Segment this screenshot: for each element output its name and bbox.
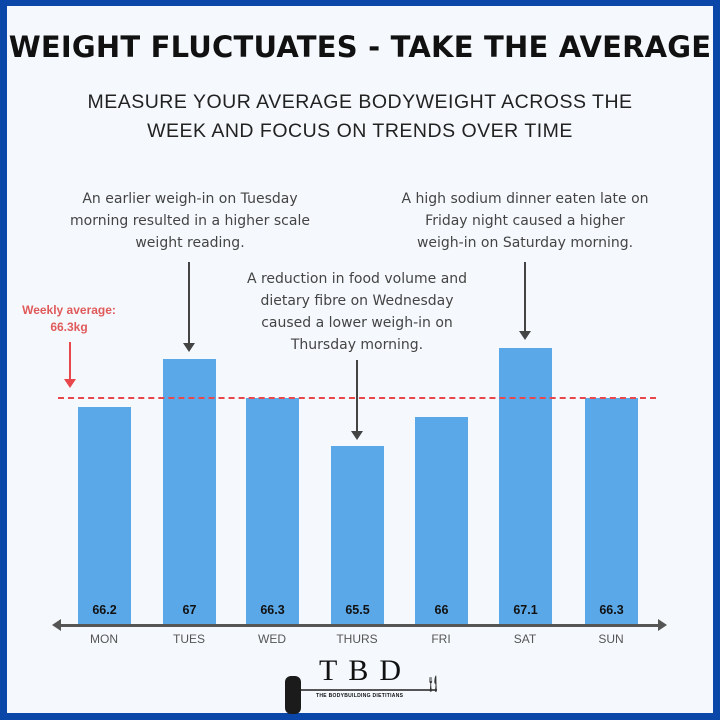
bar-value: 66.2 — [92, 603, 117, 617]
annotation-line: An earlier weigh-in on Tuesday — [82, 191, 298, 207]
fork-knife-icon: 🍴︎ — [423, 676, 444, 693]
bar-mon: 66.2 — [78, 407, 131, 625]
page-title: WEIGHT FLUCTUATES - TAKE THE AVERAGE — [8, 30, 712, 64]
annotation-thursday: A reduction in food volume and dietary f… — [222, 268, 492, 356]
annotation-line: weigh-in on Saturday morning. — [416, 235, 634, 251]
arrow-down-icon — [64, 342, 76, 388]
average-reference-line — [58, 397, 656, 399]
annotation-line: caused a lower weigh-in on — [261, 315, 453, 331]
annotation-line: A high sodium dinner eaten late on — [401, 191, 649, 207]
arrow-left-icon — [52, 619, 61, 631]
bar-value: 67 — [182, 603, 197, 617]
logo-text: TBD — [319, 654, 412, 687]
arrow-right-icon — [658, 619, 667, 631]
logo-subtext: THE BODYBUILDING DIETITIANS — [316, 693, 404, 699]
annotation-line: morning resulted in a higher scale — [70, 213, 310, 229]
annotation-line: Thursday morning. — [290, 337, 424, 353]
bar-value: 66.3 — [599, 603, 624, 617]
subtitle-line-2: WEEK AND FOCUS ON TRENDS OVER TIME — [147, 120, 573, 142]
arrow-down-icon — [519, 262, 531, 340]
subtitle: MEASURE YOUR AVERAGE BODYWEIGHT ACROSS T… — [60, 88, 660, 146]
bar-value: 67.1 — [513, 603, 538, 617]
annotation-tuesday: An earlier weigh-in on Tuesday morning r… — [55, 188, 325, 254]
barbell-icon — [297, 689, 437, 691]
bar-fri: 66 — [415, 417, 468, 625]
annotation-line: weight reading. — [135, 235, 245, 251]
weight-plate-icon — [285, 676, 301, 714]
average-label-text: Weekly average: — [22, 303, 116, 317]
logo: TBD THE BODYBUILDING DIETITIANS 🍴︎ — [283, 654, 443, 716]
arrow-down-icon — [183, 262, 195, 352]
average-value: 66.3kg — [50, 320, 88, 334]
weekly-average-label: Weekly average: 66.3kg — [14, 302, 124, 336]
bar-value: 65.5 — [345, 603, 370, 617]
x-axis — [56, 624, 662, 627]
arrow-down-icon — [351, 360, 363, 440]
x-tick-label: WED — [258, 632, 286, 646]
bar-wed: 66.3 — [246, 398, 299, 625]
bar-tues: 67 — [163, 359, 216, 625]
bar-value: 66 — [434, 603, 449, 617]
annotation-line: Friday night caused a higher — [425, 213, 625, 229]
x-tick-label: SUN — [598, 632, 624, 646]
x-tick-label: TUES — [172, 632, 205, 646]
annotation-line: A reduction in food volume and — [246, 271, 468, 287]
x-tick-label: SAT — [513, 632, 537, 646]
bar-sun: 66.3 — [585, 398, 638, 625]
subtitle-line-1: MEASURE YOUR AVERAGE BODYWEIGHT ACROSS T… — [87, 91, 633, 113]
x-tick-label: FRI — [431, 632, 451, 646]
x-tick-label: MON — [90, 632, 118, 646]
x-tick-label: THURS — [336, 632, 378, 646]
annotation-saturday: A high sodium dinner eaten late on Frida… — [375, 188, 675, 254]
annotation-line: dietary fibre on Wednesday — [260, 293, 454, 309]
bar-thurs: 65.5 — [331, 446, 384, 625]
bar-sat: 67.1 — [499, 348, 552, 625]
bar-value: 66.3 — [260, 603, 285, 617]
